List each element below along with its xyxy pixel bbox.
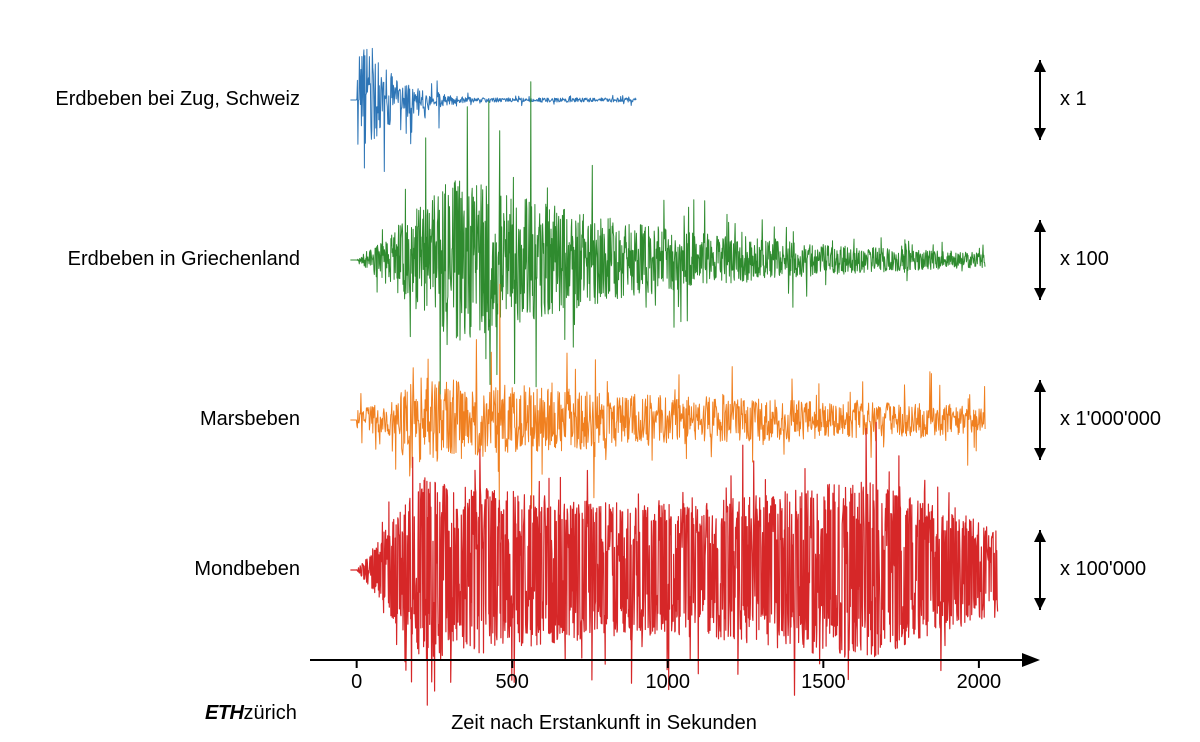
scale-label-greece: x 100 [1060, 248, 1109, 271]
scale-label-zug: x 1 [1060, 88, 1087, 111]
chart-svg: 0 500 1000 1500 2000 [0, 0, 1200, 742]
x-tick-label: 2000 [957, 671, 1002, 693]
seismogram-chart: 0 500 1000 1500 2000 Erdbeben bei Zug, Schwe… [0, 0, 1200, 742]
scale-label-mars: x 1'000'000 [1060, 408, 1161, 431]
trace-moon [350, 422, 997, 705]
trace-label-mars: Marsbeben [200, 408, 300, 431]
trace-mars [350, 284, 985, 508]
trace-label-greece: Erdbeben in Griechenland [68, 248, 300, 271]
trace-zug [350, 48, 636, 171]
eth-logo: ETHzürich [205, 702, 297, 725]
x-tick-label: 1000 [646, 671, 691, 693]
eth-logo-eth: ETH [205, 702, 244, 724]
scale-label-moon: x 100'000 [1060, 558, 1146, 581]
x-tick-label: 0 [351, 671, 362, 693]
scale-arrow-mars [1034, 380, 1046, 460]
x-tick-label: 1500 [801, 671, 846, 693]
x-tick-label: 500 [496, 671, 529, 693]
trace-label-moon: Mondbeben [194, 558, 300, 581]
trace-label-zug: Erdbeben bei Zug, Schweiz [55, 88, 300, 111]
scale-arrow-greece [1034, 220, 1046, 300]
x-axis-arrowhead [1022, 653, 1040, 667]
scale-arrow-zug [1034, 60, 1046, 140]
eth-logo-zurich: zürich [244, 702, 297, 724]
x-axis-title: Zeit nach Erstankunft in Sekunden [451, 712, 757, 735]
trace-greece [350, 82, 985, 410]
scale-arrow-moon [1034, 530, 1046, 610]
